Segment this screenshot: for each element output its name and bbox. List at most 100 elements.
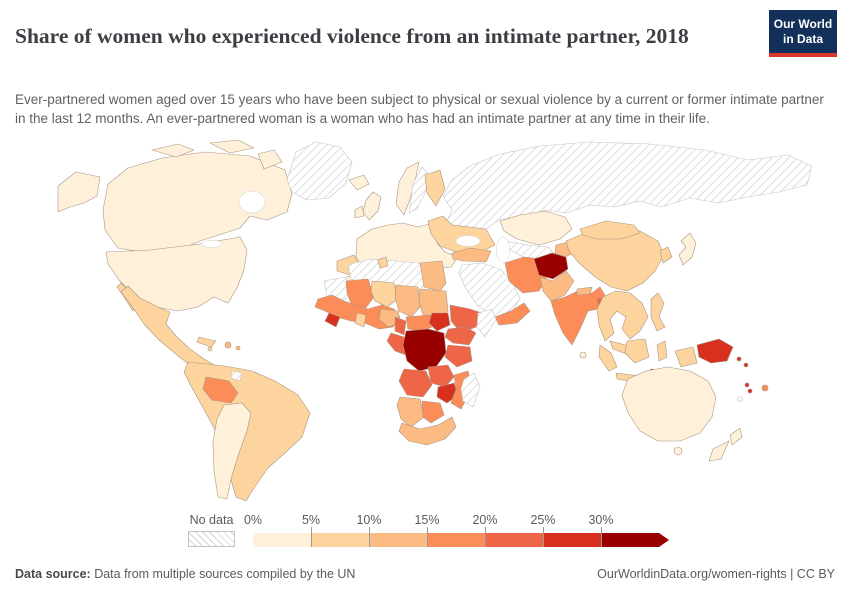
island-borneo[interactable]: [624, 338, 650, 364]
country-mongolia[interactable]: [579, 220, 641, 240]
data-source-text: Data from multiple sources compiled by t…: [90, 567, 356, 581]
legend-bin-6[interactable]: [601, 527, 659, 547]
country-kazakhstan[interactable]: [499, 210, 573, 246]
legend-bin-5[interactable]: [543, 527, 601, 547]
country-sri-lanka[interactable]: [579, 351, 587, 359]
country-zambia[interactable]: [427, 364, 455, 388]
legend-tick: 30%: [588, 513, 614, 527]
data-source-line: Data source: Data from multiple sources …: [15, 567, 355, 581]
country-egypt[interactable]: [419, 260, 447, 292]
legend-scale: 0% 5% 10% 15% 20% 25% 30%: [244, 513, 673, 547]
country-norway[interactable]: [395, 161, 420, 216]
country-pakistan[interactable]: [539, 270, 575, 302]
country-drc[interactable]: [402, 328, 447, 372]
country-caribbean-island[interactable]: [235, 345, 241, 351]
map-legend: No data 0% 5% 10% 15% 20% 25% 30%: [188, 513, 673, 547]
country-papua-new-guinea[interactable]: [696, 338, 734, 364]
country-tanzania[interactable]: [444, 344, 473, 368]
country-alaska[interactable]: [57, 171, 101, 213]
legend-tick: 10%: [356, 513, 382, 527]
legend-bin-1[interactable]: [311, 527, 369, 547]
country-yemen-oman[interactable]: [494, 302, 531, 326]
country-japan[interactable]: [678, 232, 697, 266]
country-turkey[interactable]: [451, 247, 492, 263]
country-russia[interactable]: [442, 141, 813, 230]
legend-bin-4[interactable]: [485, 527, 543, 547]
data-source-label: Data source:: [15, 567, 91, 581]
country-nepal[interactable]: [576, 286, 593, 296]
legend-tick: 20%: [472, 513, 498, 527]
island-west-papua[interactable]: [674, 346, 698, 368]
country-new-zealand[interactable]: [708, 440, 730, 462]
legend-tick: 15%: [414, 513, 440, 527]
country-arctic-island[interactable]: [257, 149, 283, 170]
country-solomon-islands[interactable]: [743, 362, 749, 368]
country-hispaniola[interactable]: [224, 341, 232, 349]
no-data-label: No data: [189, 513, 234, 527]
country-botswana[interactable]: [421, 400, 445, 424]
black-sea: [455, 235, 481, 247]
country-niger[interactable]: [370, 280, 399, 308]
country-vanuatu[interactable]: [747, 388, 753, 394]
country-guyana[interactable]: [230, 370, 243, 382]
country-philippines[interactable]: [650, 292, 666, 332]
island-sumatra[interactable]: [598, 344, 618, 372]
owid-logo[interactable]: Our World in Data: [769, 10, 837, 57]
country-argentina-chile[interactable]: [212, 402, 252, 500]
country-chad[interactable]: [394, 284, 421, 318]
no-data-swatch[interactable]: [188, 531, 235, 547]
great-lakes: [201, 240, 223, 248]
country-afghanistan[interactable]: [533, 252, 569, 280]
country-solomon-islands[interactable]: [736, 356, 742, 362]
legend-tick: 5%: [301, 513, 321, 527]
chart-subtitle: Ever-partnered women aged over 15 years …: [15, 91, 824, 127]
country-finland[interactable]: [424, 169, 446, 207]
region-indochina[interactable]: [596, 290, 649, 342]
country-cameroon[interactable]: [394, 316, 407, 336]
country-namibia[interactable]: [396, 396, 425, 428]
country-madagascar[interactable]: [460, 372, 481, 408]
legend-bin-3[interactable]: [427, 527, 485, 547]
logo-line2: in Data: [782, 32, 823, 46]
logo-line1: Our World: [773, 17, 833, 31]
country-angola[interactable]: [398, 368, 433, 398]
country-sweden[interactable]: [408, 166, 430, 214]
country-arctic-island[interactable]: [151, 143, 195, 158]
country-ireland[interactable]: [354, 205, 365, 219]
country-new-caledonia[interactable]: [737, 396, 743, 402]
footer-link[interactable]: OurWorldinData.org/women-rights | CC BY: [597, 567, 835, 581]
country-jamaica[interactable]: [207, 346, 213, 352]
legend-ticks: 0% 5% 10% 15% 20% 25% 30%: [244, 513, 673, 530]
island-tasmania[interactable]: [673, 446, 683, 456]
island-sulawesi[interactable]: [656, 340, 668, 362]
country-tunisia[interactable]: [377, 256, 389, 269]
country-korea[interactable]: [659, 246, 673, 264]
country-somalia[interactable]: [476, 308, 497, 338]
legend-bin-0[interactable]: [253, 533, 311, 547]
country-bolivia[interactable]: [202, 376, 239, 404]
country-cuba[interactable]: [196, 336, 217, 348]
country-fiji[interactable]: [761, 384, 769, 392]
legend-arrow: [659, 533, 669, 547]
country-vanuatu[interactable]: [744, 382, 750, 388]
legend-bin-2[interactable]: [369, 527, 427, 547]
country-arctic-island[interactable]: [209, 140, 255, 154]
country-iceland[interactable]: [348, 174, 370, 191]
country-australia[interactable]: [621, 366, 717, 442]
country-gabon-congo[interactable]: [386, 332, 407, 356]
country-ethiopia[interactable]: [449, 304, 483, 334]
country-greenland[interactable]: [286, 141, 353, 201]
country-south-africa[interactable]: [398, 416, 457, 446]
chart-footer: Data source: Data from multiple sources …: [15, 567, 835, 581]
country-south-sudan[interactable]: [428, 312, 451, 332]
legend-no-data[interactable]: No data: [188, 513, 235, 547]
country-new-zealand[interactable]: [729, 427, 743, 446]
country-ghana[interactable]: [354, 312, 367, 328]
country-central-african-republic[interactable]: [405, 314, 437, 332]
country-uk[interactable]: [362, 191, 382, 221]
country-sierra-leone-liberia[interactable]: [324, 312, 341, 328]
region-eastern-europe[interactable]: [427, 215, 496, 255]
country-uganda-kenya[interactable]: [444, 326, 477, 346]
legend-tick: 0%: [243, 513, 263, 527]
